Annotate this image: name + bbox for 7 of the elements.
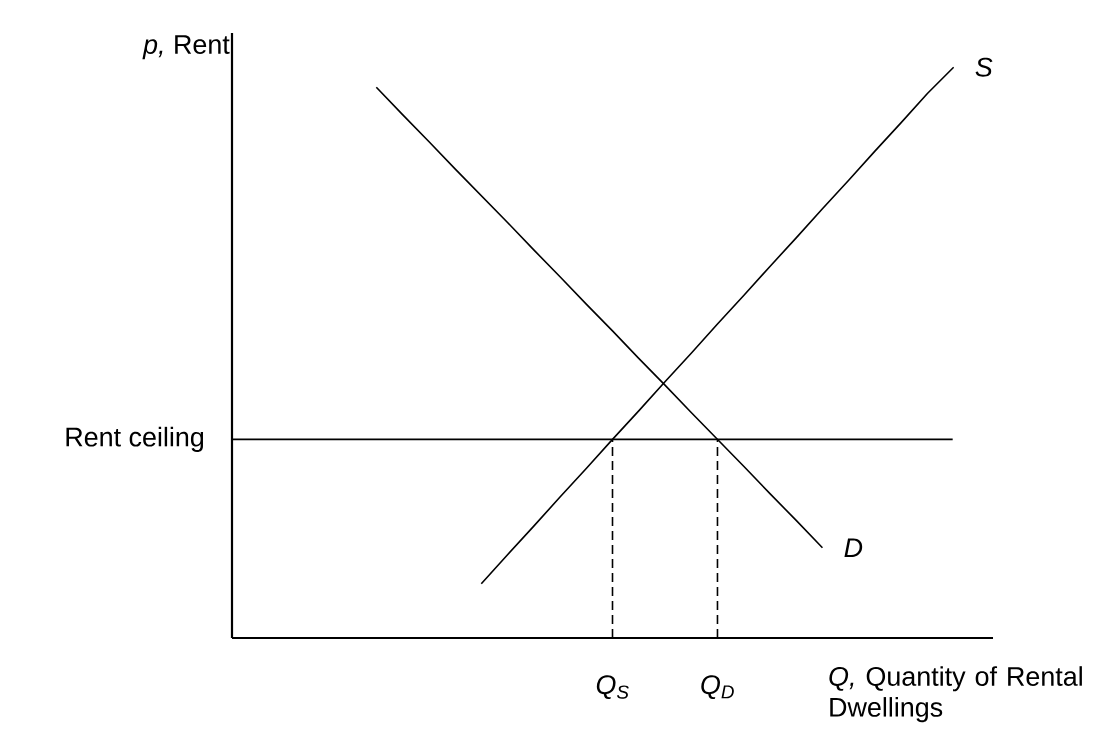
y-axis-title: p, Rent: [142, 35, 230, 60]
x-tick-label: Q$_{S}$: [596, 675, 629, 700]
x-axis-title: Q, Quantity of Rental Dwellings: [829, 666, 1082, 723]
series-label: S: [975, 57, 993, 77]
series-label: D: [844, 538, 863, 558]
x-tick-label: Q$_{D}$: [701, 675, 734, 700]
ref-line-label: Rent ceiling: [66, 426, 204, 452]
